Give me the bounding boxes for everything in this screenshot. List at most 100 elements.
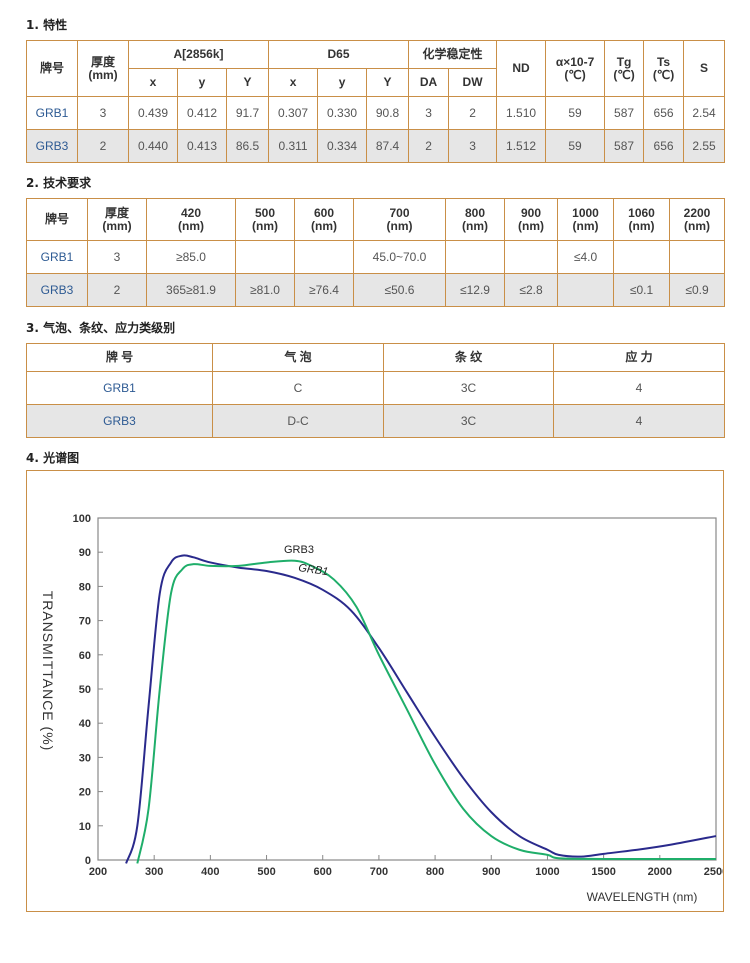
y-tick-label: 90 bbox=[79, 547, 91, 559]
x-tick-label: 2500 bbox=[704, 866, 723, 878]
header-d65-y: y bbox=[317, 68, 368, 97]
header-nd: ND bbox=[496, 40, 547, 97]
table-cell: 2 bbox=[87, 273, 147, 307]
table-cell: 0.440 bbox=[128, 129, 178, 163]
y-tick-label: 50 bbox=[79, 684, 91, 696]
x-tick-label: 200 bbox=[89, 866, 107, 878]
table-cell: ≥81.0 bbox=[235, 273, 295, 307]
table-cell bbox=[445, 240, 505, 274]
table-cell: 0.330 bbox=[317, 96, 368, 130]
plot-frame bbox=[97, 517, 717, 861]
table-cell: 2 bbox=[408, 129, 450, 163]
brand-cell: GRB1 bbox=[26, 240, 88, 274]
series-line-grb1 bbox=[125, 554, 717, 864]
table-cell bbox=[294, 240, 354, 274]
section-3-title: 3. 气泡、条纹、应力类级别 bbox=[26, 321, 176, 335]
table-cell: 1.512 bbox=[496, 129, 547, 163]
table-cell: 2 bbox=[77, 129, 129, 163]
spectrum-chart-frame: 0 10 20 30 40 50 60 70 80 90 100 200 300 400 500 600 700… bbox=[26, 470, 728, 912]
table-row: GRB3 2 365≥81.9 ≥81.0 ≥76.4 ≤50.6 ≤12.9 … bbox=[26, 273, 725, 307]
annotation-grb1: GRB1 bbox=[298, 562, 329, 578]
header-thickness: 厚度 (mm) bbox=[87, 198, 147, 241]
header-ts: Ts (℃) bbox=[643, 40, 685, 97]
table-cell: ≤12.9 bbox=[445, 273, 505, 307]
header-d65-x: x bbox=[268, 68, 319, 97]
header-chem-stability: 化学稳定性 bbox=[408, 40, 498, 69]
section-1-title: 1. 特性 bbox=[26, 18, 68, 32]
header-a-Y: Y bbox=[225, 68, 270, 97]
header-alpha: α×10-7 (℃) bbox=[545, 40, 606, 97]
table-cell: 59 bbox=[545, 96, 606, 130]
table-cell: 0.412 bbox=[177, 96, 227, 130]
header-brand: 牌 号 bbox=[26, 343, 213, 372]
y-tick-label: 30 bbox=[79, 752, 91, 764]
table-cell: 587 bbox=[604, 96, 645, 130]
table-cell: 87.4 bbox=[366, 129, 410, 163]
header-420nm: 420 (nm) bbox=[146, 198, 236, 241]
x-tick-label: 600 bbox=[314, 866, 332, 878]
brand-cell: GRB3 bbox=[26, 129, 78, 163]
table-cell bbox=[669, 240, 725, 274]
table-cell: D-C bbox=[212, 404, 384, 438]
table-cell: 91.7 bbox=[225, 96, 270, 130]
header-stria: 条 纹 bbox=[383, 343, 554, 372]
table-row: GRB1 3 0.439 0.412 91.7 0.307 0.330 90.8… bbox=[26, 96, 726, 130]
header-d65-Y: Y bbox=[366, 68, 410, 97]
table-cell: 3 bbox=[77, 96, 129, 130]
header-a2856k: A[2856k] bbox=[127, 40, 270, 69]
table-row: GRB1 C 3C 4 bbox=[26, 371, 725, 405]
table-cell: 3 bbox=[87, 240, 147, 274]
x-tick-label: 1500 bbox=[591, 866, 615, 878]
table-cell: 1.510 bbox=[496, 96, 547, 130]
table-cell: ≥85.0 bbox=[146, 240, 236, 274]
header-da: DA bbox=[408, 68, 450, 97]
brand-cell: GRB3 bbox=[26, 404, 213, 438]
header-1060nm: 1060 (nm) bbox=[613, 198, 670, 241]
series-line-grb3 bbox=[136, 559, 717, 864]
properties-table: 牌号 厚度 (mm) A[2856k] D65 化学稳定性 ND α×10-7 … bbox=[26, 40, 726, 163]
table-cell: 587 bbox=[604, 129, 645, 163]
y-tick-label: 40 bbox=[79, 718, 91, 730]
header-900nm: 900 (nm) bbox=[504, 198, 558, 241]
table-cell: 0.413 bbox=[177, 129, 227, 163]
header-bubble: 气 泡 bbox=[212, 343, 384, 372]
x-tick-label: 700 bbox=[370, 866, 388, 878]
y-tick-label: 60 bbox=[79, 650, 91, 662]
annotation-grb3: GRB3 bbox=[284, 544, 314, 556]
table-cell: 656 bbox=[643, 96, 685, 130]
section-2-title: 2. 技术要求 bbox=[26, 176, 92, 190]
table-cell: 0.439 bbox=[128, 96, 178, 130]
table-row: GRB3 2 0.440 0.413 86.5 0.311 0.334 87.4… bbox=[26, 129, 726, 163]
table-cell: ≤4.0 bbox=[557, 240, 614, 274]
table-cell bbox=[235, 240, 295, 274]
x-tick-label: 900 bbox=[482, 866, 500, 878]
table-cell: 3C bbox=[383, 404, 554, 438]
section-4-title: 4. 光谱图 bbox=[26, 451, 80, 465]
table-cell: 0.307 bbox=[268, 96, 319, 130]
table-cell: 3C bbox=[383, 371, 554, 405]
table-cell: 59 bbox=[545, 129, 606, 163]
table-cell: 0.334 bbox=[317, 129, 368, 163]
table-cell: 365≥81.9 bbox=[146, 273, 236, 307]
table-cell: 90.8 bbox=[366, 96, 410, 130]
table-cell: ≤0.1 bbox=[613, 273, 670, 307]
header-thickness: 厚度 (mm) bbox=[77, 40, 129, 97]
table-cell bbox=[613, 240, 670, 274]
y-tick-label: 100 bbox=[73, 513, 91, 525]
brand-cell: GRB3 bbox=[26, 273, 88, 307]
table-cell: ≤0.9 bbox=[669, 273, 725, 307]
header-800nm: 800 (nm) bbox=[445, 198, 505, 241]
y-tick-label: 10 bbox=[79, 821, 91, 833]
header-tg: Tg (℃) bbox=[604, 40, 645, 97]
table-cell: 3 bbox=[448, 129, 498, 163]
table-cell: 2.55 bbox=[683, 129, 726, 163]
brand-cell: GRB1 bbox=[26, 371, 213, 405]
header-2200nm: 2200 (nm) bbox=[669, 198, 725, 241]
table-cell: 4 bbox=[553, 371, 725, 405]
header-dw: DW bbox=[448, 68, 498, 97]
table-cell: 2.54 bbox=[683, 96, 726, 130]
x-axis-label: WAVELENGTH (nm) bbox=[587, 890, 698, 904]
table-cell: 86.5 bbox=[225, 129, 270, 163]
header-600nm: 600 (nm) bbox=[294, 198, 354, 241]
x-tick-label: 500 bbox=[257, 866, 275, 878]
